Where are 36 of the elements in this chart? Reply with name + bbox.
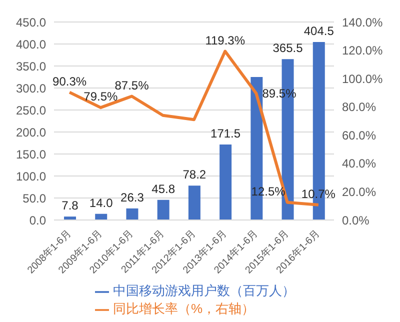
- y-tick-label: 100.0: [16, 169, 46, 184]
- data-label: 90.3%: [52, 74, 87, 88]
- y2-tick-label: 120.0%: [342, 44, 384, 58]
- y-tick-label: 50.0: [22, 191, 46, 206]
- data-label: 171.5: [210, 126, 241, 141]
- y2-tick-label: 40.0%: [342, 156, 376, 171]
- data-label: 87.5%: [114, 78, 150, 92]
- legend-label: 同比增长率（%，右轴）: [113, 301, 255, 316]
- data-label: 365.5: [272, 41, 304, 56]
- y2-tick-label: 60.0%: [342, 128, 376, 142]
- y-tick-label: 400.0: [16, 37, 46, 52]
- bar: [220, 144, 232, 220]
- y2-tick-label: 140.0%: [342, 15, 384, 30]
- y2-tick-label: 100.0%: [342, 72, 384, 86]
- y-tick-label: 450.0: [16, 15, 46, 30]
- bar: [157, 200, 170, 220]
- y-tick-label: 250.0: [16, 103, 46, 118]
- y2-tick-label: 0.0%: [342, 213, 370, 228]
- data-label: 404.5: [304, 24, 334, 38]
- y-tick-label: 150.0: [16, 147, 46, 162]
- y2-tick-label: 20.0%: [342, 184, 376, 199]
- data-label: 14.0: [89, 196, 114, 210]
- legend-label: 中国移动游戏用户数（百万人）: [113, 283, 295, 298]
- bar: [188, 186, 200, 220]
- y-tick-label: 350.0: [16, 59, 46, 74]
- data-label: 7.8: [62, 198, 79, 213]
- data-label: 78.2: [182, 168, 206, 182]
- data-label: 45.8: [152, 182, 176, 196]
- y2-tick-label: 80.0%: [342, 100, 376, 114]
- data-label: 119.3%: [205, 33, 246, 48]
- data-label: 79.5%: [84, 90, 118, 104]
- data-label: 26.3: [120, 190, 144, 204]
- bar: [126, 208, 138, 220]
- y-tick-label: 200.0: [16, 125, 46, 140]
- y-tick-label: 300.0: [16, 81, 46, 96]
- y-tick-label: 0.0: [29, 213, 46, 228]
